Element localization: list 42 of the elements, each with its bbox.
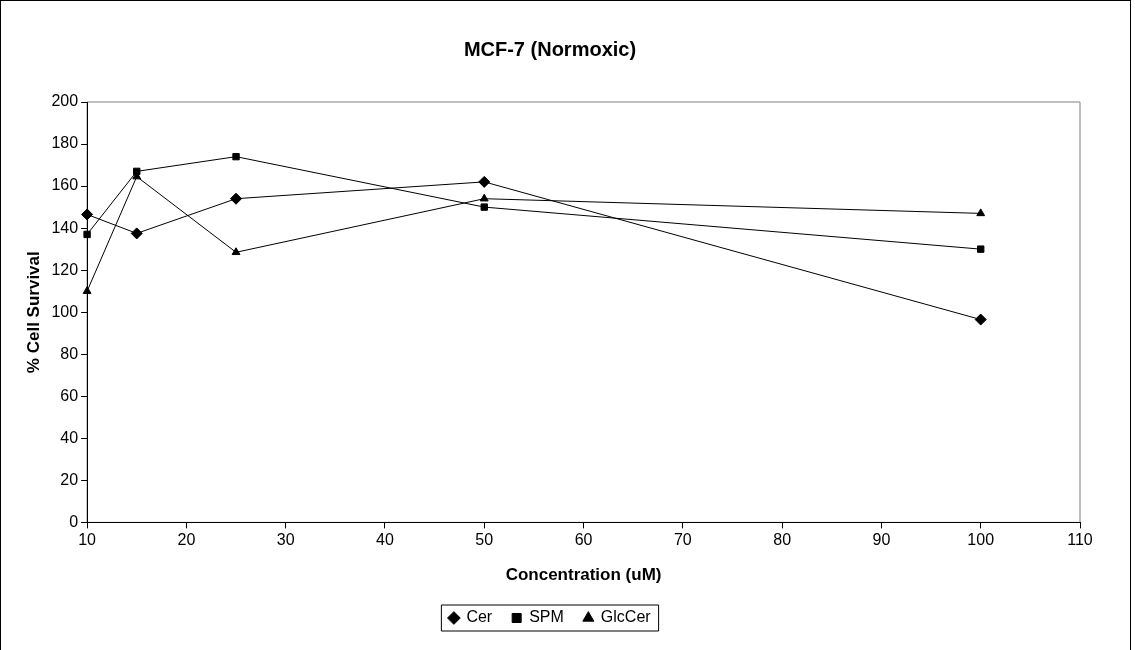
y-tick-label: 180	[51, 134, 79, 152]
x-tick-label: 20	[177, 531, 196, 549]
y-tick-label: 60	[60, 386, 79, 404]
y-tick-label: 20	[60, 470, 79, 488]
y-tick-label: 100	[51, 302, 79, 320]
point	[130, 227, 143, 240]
point	[479, 193, 489, 202]
x-tick-label: 50	[475, 531, 494, 549]
y-tick-label: 120	[51, 260, 79, 278]
point	[81, 208, 94, 221]
point	[231, 247, 241, 256]
legend-label: Cer	[466, 608, 493, 626]
y-tick-label: 0	[69, 512, 79, 530]
y-tick-label: 140	[51, 218, 79, 236]
x-tick-label: 100	[967, 531, 995, 549]
x-tick-label: 70	[673, 531, 692, 549]
point	[230, 192, 243, 205]
x-tick-label: 40	[376, 531, 394, 549]
y-tick-label: 80	[60, 344, 79, 362]
y-tick-label: 40	[60, 428, 79, 446]
legend-label: SPM	[529, 608, 564, 626]
x-tick-label: 10	[78, 531, 97, 549]
y-tick-label: 200	[51, 92, 79, 110]
point	[133, 167, 141, 176]
legend-label: GlcCer	[600, 608, 652, 626]
point	[974, 313, 987, 326]
x-axis-title: Concentration (uM)	[505, 565, 662, 585]
point	[976, 208, 986, 217]
point	[480, 203, 488, 211]
point	[977, 245, 985, 253]
x-tick-label: 90	[872, 531, 891, 549]
point	[82, 286, 92, 294]
x-tick-label: 60	[574, 531, 593, 549]
point	[478, 175, 491, 188]
x-tick-label: 30	[276, 531, 295, 549]
point	[232, 152, 240, 161]
chart-title: MCF-7 (Normoxic)	[463, 37, 637, 60]
y-axis-title: % Cell Survival	[23, 251, 43, 374]
x-tick-label: 80	[773, 531, 792, 549]
x-tick-label: 110	[1067, 531, 1093, 549]
y-tick-label: 160	[51, 176, 79, 194]
point	[83, 230, 91, 239]
